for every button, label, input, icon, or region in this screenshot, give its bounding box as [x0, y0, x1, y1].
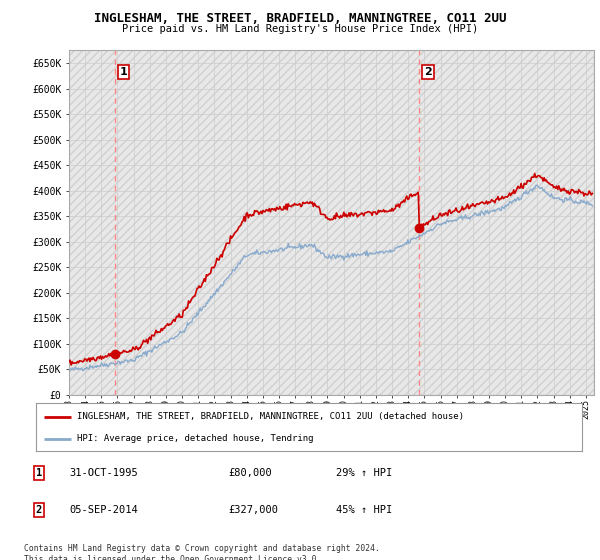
Text: 2: 2: [424, 67, 432, 77]
Text: 31-OCT-1995: 31-OCT-1995: [69, 468, 138, 478]
Text: INGLESHAM, THE STREET, BRADFIELD, MANNINGTREE, CO11 2UU (detached house): INGLESHAM, THE STREET, BRADFIELD, MANNIN…: [77, 412, 464, 421]
Text: 2: 2: [36, 505, 42, 515]
Text: £327,000: £327,000: [228, 505, 278, 515]
Text: 1: 1: [36, 468, 42, 478]
Text: £80,000: £80,000: [228, 468, 272, 478]
Text: 45% ↑ HPI: 45% ↑ HPI: [336, 505, 392, 515]
Text: Contains HM Land Registry data © Crown copyright and database right 2024.
This d: Contains HM Land Registry data © Crown c…: [24, 544, 380, 560]
Text: 29% ↑ HPI: 29% ↑ HPI: [336, 468, 392, 478]
Text: INGLESHAM, THE STREET, BRADFIELD, MANNINGTREE, CO11 2UU: INGLESHAM, THE STREET, BRADFIELD, MANNIN…: [94, 12, 506, 25]
Text: HPI: Average price, detached house, Tendring: HPI: Average price, detached house, Tend…: [77, 435, 313, 444]
Text: 1: 1: [119, 67, 127, 77]
Text: Price paid vs. HM Land Registry's House Price Index (HPI): Price paid vs. HM Land Registry's House …: [122, 24, 478, 34]
Text: 05-SEP-2014: 05-SEP-2014: [69, 505, 138, 515]
